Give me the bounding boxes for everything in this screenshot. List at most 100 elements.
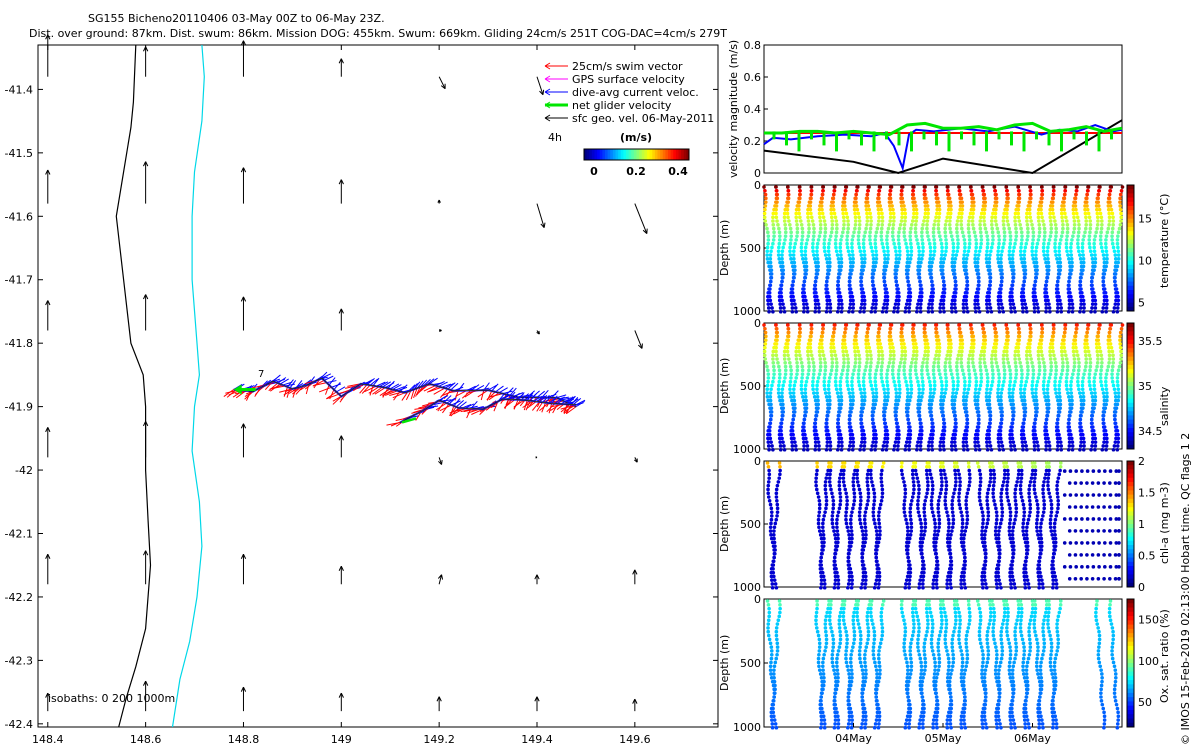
sal-panel-point — [1088, 364, 1093, 369]
sal-panel-point — [884, 447, 889, 452]
sal-panel-point — [789, 429, 793, 433]
sal-panel-point — [1062, 345, 1067, 350]
temp-panel-point — [950, 298, 955, 303]
sal-panel-point — [1062, 334, 1067, 339]
temp-panel-point — [798, 219, 803, 223]
temp-panel-point — [777, 298, 782, 303]
temp-panel-point — [891, 207, 895, 212]
sal-panel-point — [894, 421, 899, 426]
sal-panel-colorbar-cell — [1127, 415, 1134, 421]
sal-panel-point — [774, 342, 779, 346]
temp-panel-point — [920, 253, 925, 257]
sal-panel-point — [938, 376, 943, 380]
sal-panel-point — [781, 410, 786, 414]
sal-panel-point — [905, 395, 910, 399]
temp-panel-point — [829, 207, 833, 212]
sal-panel-point — [877, 338, 882, 342]
geo-vector-head — [143, 161, 149, 167]
temp-panel-point — [838, 272, 842, 276]
temp-panel-point — [936, 223, 941, 227]
sal-panel-point — [851, 444, 855, 448]
temp-panel-point — [1056, 302, 1060, 306]
figure-title: SG155 Bicheno20110406 03-May 00Z to 06-M… — [88, 12, 385, 25]
sal-panel-point — [786, 353, 790, 358]
track-b-current-vector — [545, 394, 553, 403]
temp-panel-point — [798, 196, 802, 201]
map-y-tick-label: -41.7 — [5, 274, 33, 287]
temp-panel-point — [993, 219, 998, 223]
temp-panel-point — [1105, 230, 1110, 235]
sal-panel-point — [989, 383, 994, 388]
sal-panel-point — [1023, 402, 1027, 407]
sal-panel-point — [966, 361, 971, 365]
temp-panel-point — [866, 185, 871, 189]
sal-panel-point — [1067, 395, 1071, 399]
sal-panel-point — [974, 383, 979, 388]
sal-panel-point — [775, 357, 779, 361]
temp-panel-point — [822, 238, 827, 242]
sal-panel-point — [763, 338, 768, 342]
temp-panel-point — [1093, 257, 1098, 261]
temp-panel-point — [968, 185, 973, 189]
geo-vector — [632, 569, 638, 585]
sal-panel-point — [852, 368, 856, 373]
temp-panel-point — [886, 226, 891, 231]
temp-panel-point — [902, 230, 906, 235]
temp-panel-point — [1114, 268, 1119, 272]
sal-panel-point — [971, 338, 976, 342]
temp-panel-point — [792, 257, 796, 261]
temp-panel-point — [1066, 291, 1071, 295]
sal-panel-point — [982, 345, 987, 350]
sal-panel-point — [1077, 364, 1081, 369]
sal-panel-point — [1032, 444, 1037, 448]
temp-panel-point — [947, 196, 952, 201]
temp-panel-point — [965, 283, 969, 288]
sal-panel-point — [993, 326, 998, 331]
temp-panel-point — [823, 234, 827, 238]
temp-panel-point — [1102, 298, 1107, 303]
sal-panel-point — [1025, 372, 1030, 376]
temp-panel-point — [840, 306, 844, 310]
sal-panel-point — [804, 410, 808, 414]
temp-panel-point — [800, 291, 805, 295]
temp-panel-point — [850, 309, 855, 314]
temp-panel-point — [967, 234, 972, 238]
temp-panel-point — [777, 238, 782, 242]
sal-panel-point — [1116, 391, 1121, 395]
temp-panel-point — [903, 211, 908, 216]
sal-panel-point — [794, 353, 799, 358]
temp-panel-point — [766, 294, 770, 299]
temp-panel-point — [789, 287, 794, 291]
temp-panel-point — [788, 249, 792, 254]
temp-panel-point — [1005, 215, 1009, 220]
track-a-current-vector — [382, 381, 392, 388]
temp-panel-point — [897, 230, 901, 235]
temp-panel-point — [1011, 279, 1015, 284]
sal-panel-point — [905, 410, 910, 414]
temp-panel-point — [828, 306, 833, 310]
sal-panel-point — [1052, 353, 1056, 358]
sal-panel-point — [979, 376, 984, 380]
temp-panel-point — [834, 234, 838, 238]
sal-panel-point — [854, 342, 859, 346]
temp-panel-point — [946, 188, 950, 193]
temp-panel-point — [1061, 226, 1065, 231]
colorbar-cell — [610, 149, 614, 160]
sal-panel-point — [1067, 432, 1071, 437]
temp-panel-colorbar-cell — [1127, 243, 1134, 249]
sal-panel-point — [823, 368, 828, 373]
temp-panel-point — [957, 211, 962, 216]
sal-panel-point — [770, 383, 774, 388]
temp-panel-point — [905, 275, 910, 280]
sal-panel-point — [848, 444, 852, 448]
temp-panel-point — [778, 302, 782, 306]
sal-panel-point — [804, 379, 809, 384]
temp-panel-point — [962, 294, 967, 299]
sal-panel-point — [834, 361, 839, 365]
sal-panel-point — [839, 402, 844, 407]
temp-panel-point — [1010, 283, 1014, 288]
sal-panel-point — [1073, 338, 1078, 342]
temp-panel-point — [985, 306, 989, 310]
temp-panel-point — [1036, 238, 1041, 242]
temp-panel-point — [1056, 275, 1061, 280]
